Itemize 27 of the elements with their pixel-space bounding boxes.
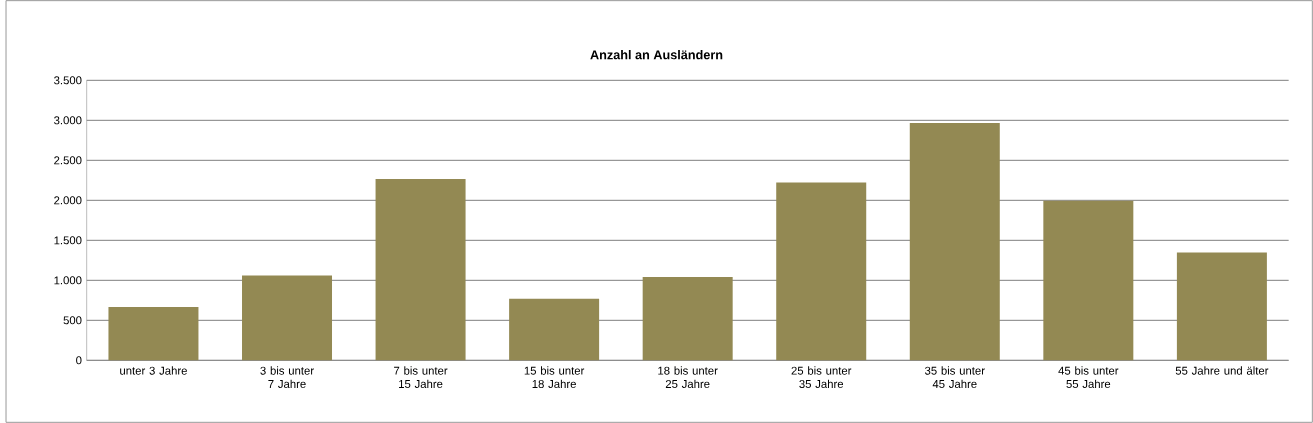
bar xyxy=(642,276,733,361)
bar xyxy=(1043,200,1134,361)
bar xyxy=(375,179,466,361)
y-tick-label: 1.500 xyxy=(54,236,82,245)
chart-title: Anzahl an Ausländern xyxy=(590,50,723,60)
x-tick-label: 25 bis unter 35 Jahre xyxy=(791,366,852,389)
x-tick-label: 15 bis unter 18 Jahre xyxy=(524,366,585,389)
x-tick-label: 7 bis unter 15 Jahre xyxy=(394,366,448,389)
x-tick-label: 45 bis unter 55 Jahre xyxy=(1058,366,1119,389)
y-tick-label: 3.500 xyxy=(54,76,82,85)
bar xyxy=(509,298,600,361)
bar xyxy=(1176,252,1267,361)
bar xyxy=(909,122,1000,361)
y-tick-label: 1.000 xyxy=(54,276,82,285)
x-tick-label: 35 bis unter 45 Jahre xyxy=(924,366,985,389)
x-tick-label: 18 bis unter 25 Jahre xyxy=(658,366,718,389)
bar xyxy=(108,307,199,361)
y-tick-label: 2.000 xyxy=(54,196,82,205)
bar xyxy=(242,275,333,361)
y-tick-label: 0 xyxy=(76,356,82,365)
x-tick-label: unter 3 Jahre xyxy=(120,366,187,375)
y-tick-label: 3.000 xyxy=(54,116,82,125)
bar xyxy=(776,182,867,361)
y-tick-label: 2.500 xyxy=(54,156,82,165)
x-tick-label: 55 Jahre und älter xyxy=(1175,366,1269,375)
y-tick-label: 500 xyxy=(63,316,82,325)
x-tick-label: 3 bis unter 7 Jahre xyxy=(260,366,314,389)
